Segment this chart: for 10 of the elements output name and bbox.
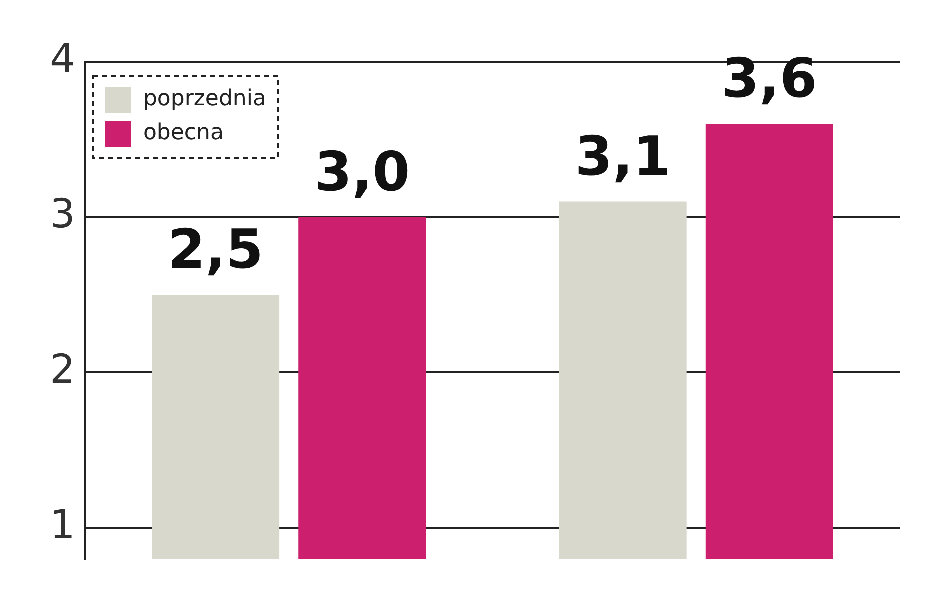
data-label: 3,0 (314, 140, 410, 204)
legend-label: obecna (143, 120, 224, 146)
y-tick-label: 4 (50, 36, 76, 82)
data-label: 3,1 (575, 124, 671, 188)
legend-label: poprzednia (143, 86, 266, 112)
data-label: 2,5 (168, 218, 264, 281)
y-tick-label: 3 (50, 192, 76, 238)
y-tick-label: 2 (50, 347, 76, 394)
data-label: 3,6 (722, 47, 818, 110)
y-tick-label: 1 (50, 502, 76, 548)
